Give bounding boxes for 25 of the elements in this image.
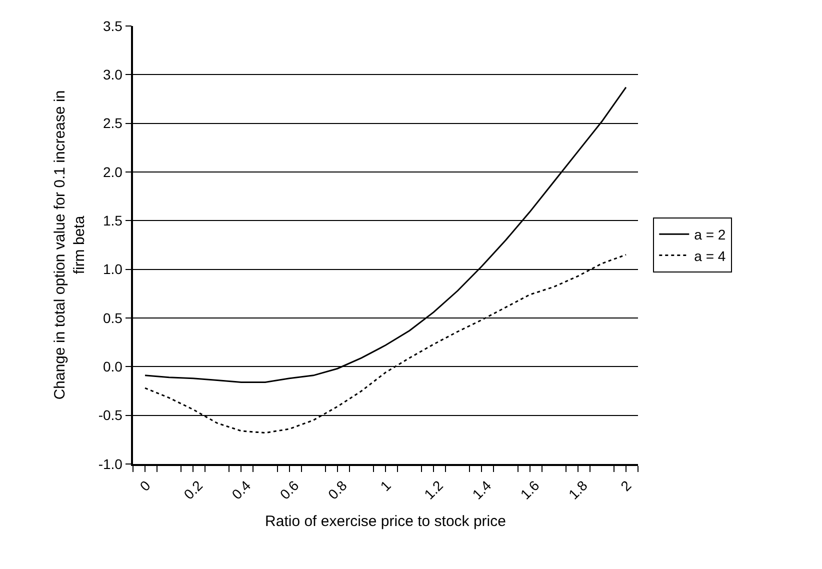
y-tick-label: 2.5 <box>102 115 123 132</box>
y-tick-label: 2.0 <box>102 164 123 180</box>
x-tick-label: 0.6 <box>276 477 302 502</box>
x-tick-label: 0 <box>136 477 154 494</box>
x-tick-label: 1.8 <box>565 477 590 502</box>
y-tick-label: -1.0 <box>98 456 123 472</box>
x-axis-title: Ratio of exercise price to stock price <box>265 512 506 530</box>
x-tick-label: 1.2 <box>420 477 446 502</box>
legend-label: a = 4 <box>694 248 726 264</box>
y-tick-label: 0.5 <box>102 310 123 326</box>
x-tick-label: 0.2 <box>180 477 206 502</box>
x-tick-label: 1.6 <box>517 477 542 502</box>
y-tick-label: 1.0 <box>102 261 123 278</box>
x-tick-label: 1 <box>377 477 394 494</box>
x-tick-label: 0.8 <box>324 477 350 502</box>
legend-label: a = 2 <box>694 226 726 243</box>
y-tick-label: 3.0 <box>102 66 123 83</box>
y-tick-label: 1.5 <box>102 212 123 229</box>
x-tick-label: 0.4 <box>228 477 254 502</box>
y-axis-title: Change in total option value for 0.1 increase in firm beta <box>52 90 88 400</box>
y-tick-label: 3.5 <box>102 18 123 34</box>
y-tick-label: 0.0 <box>102 358 123 375</box>
x-tick-label: 2 <box>617 477 634 494</box>
x-tick-label: 1.4 <box>469 477 494 502</box>
y-tick-label: -0.5 <box>98 407 123 424</box>
